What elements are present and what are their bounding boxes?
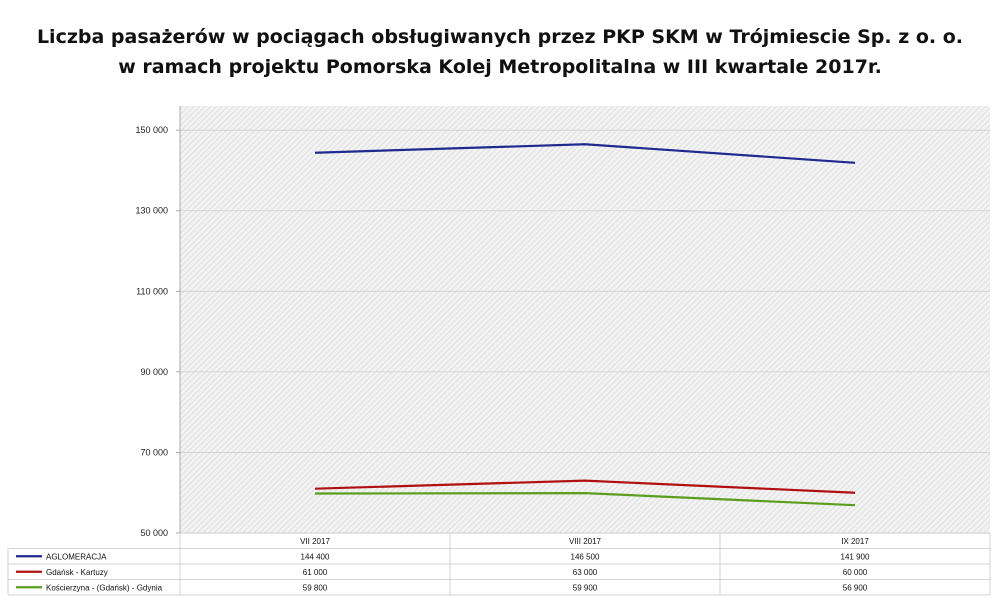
x-category-label: VIII 2017 xyxy=(569,537,602,546)
data-label: 60 000 xyxy=(843,568,868,577)
data-label: 63 000 xyxy=(573,568,598,577)
data-label: 59 900 xyxy=(573,583,598,592)
y-tick-label: 110 000 xyxy=(136,286,168,296)
data-label: 56 900 xyxy=(843,583,868,592)
x-category-label: VII 2017 xyxy=(300,537,330,546)
chart-title: Liczba pasażerów w pociągach obsługiwany… xyxy=(0,22,1000,82)
data-label: 144 400 xyxy=(301,552,330,561)
plot-area xyxy=(180,106,990,533)
legend-label-2: Gdańsk - Kartuzy xyxy=(46,568,108,577)
y-tick-label: 90 000 xyxy=(140,367,168,377)
chart-title-line-1: Liczba pasażerów w pociągach obsługiwany… xyxy=(36,26,964,48)
y-tick-label: 150 000 xyxy=(135,125,168,135)
data-label: 141 900 xyxy=(841,552,870,561)
x-category-label: IX 2017 xyxy=(841,537,869,546)
y-tick-label: 70 000 xyxy=(140,447,168,457)
y-tick-label: 50 000 xyxy=(140,528,168,538)
legend-label-3: Kościerzyna - (Gdańsk) - Gdynia xyxy=(46,583,163,592)
legend-label-1: AGLOMERACJA xyxy=(46,552,107,561)
y-tick-label: 130 000 xyxy=(135,206,168,216)
data-label: 61 000 xyxy=(303,568,328,577)
data-label: 59 800 xyxy=(303,583,328,592)
data-label: 146 500 xyxy=(571,552,600,561)
chart-title-line-2: w ramach projektu Pomorska Kolej Metropo… xyxy=(118,56,882,78)
